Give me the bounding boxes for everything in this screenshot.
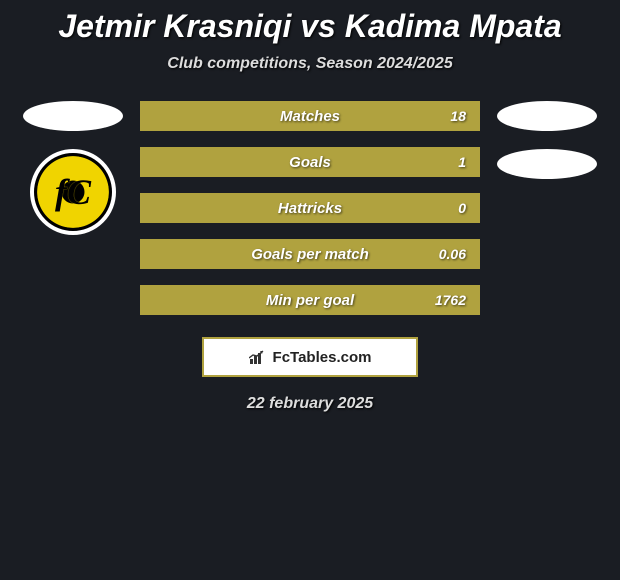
club-badge-monogram: fC — [55, 171, 91, 213]
stat-value: 1762 — [435, 292, 466, 308]
stat-label: Goals per match — [251, 246, 369, 263]
brand-chart-icon — [249, 350, 267, 364]
stat-bar: Hattricks 0 — [140, 193, 480, 223]
stat-bar: Matches 18 — [140, 101, 480, 131]
comparison-card: Jetmir Krasniqi vs Kadima Mpata Club com… — [0, 0, 620, 413]
brand-card[interactable]: FcTables.com — [202, 337, 418, 377]
brand-label: FcTables.com — [273, 349, 372, 366]
player-photo-placeholder-right-2 — [497, 149, 597, 179]
stat-label: Min per goal — [266, 292, 354, 309]
date-line: 22 february 2025 — [0, 395, 620, 413]
stat-value: 1 — [458, 154, 466, 170]
stat-label: Goals — [289, 154, 331, 171]
left-player-col: fC — [18, 101, 128, 235]
club-badge-ring: fC — [37, 156, 109, 228]
stats-bars: Matches 18 Goals 1 Hattricks 0 Goals per… — [140, 101, 480, 315]
stat-label: Matches — [280, 108, 340, 125]
player-photo-placeholder-left — [23, 101, 123, 131]
club-badge-left: fC — [30, 149, 116, 235]
stat-bar: Min per goal 1762 — [140, 285, 480, 315]
stat-bar: Goals per match 0.06 — [140, 239, 480, 269]
player-photo-placeholder-right-1 — [497, 101, 597, 131]
stat-value: 0.06 — [439, 246, 466, 262]
subtitle: Club competitions, Season 2024/2025 — [0, 55, 620, 73]
main-row: fC Matches 18 Goals 1 Hattricks 0 Goals … — [0, 101, 620, 315]
page-title: Jetmir Krasniqi vs Kadima Mpata — [0, 8, 620, 45]
right-player-col — [492, 101, 602, 179]
stat-label: Hattricks — [278, 200, 342, 217]
stat-value: 0 — [458, 200, 466, 216]
stat-value: 18 — [450, 108, 466, 124]
stat-bar: Goals 1 — [140, 147, 480, 177]
